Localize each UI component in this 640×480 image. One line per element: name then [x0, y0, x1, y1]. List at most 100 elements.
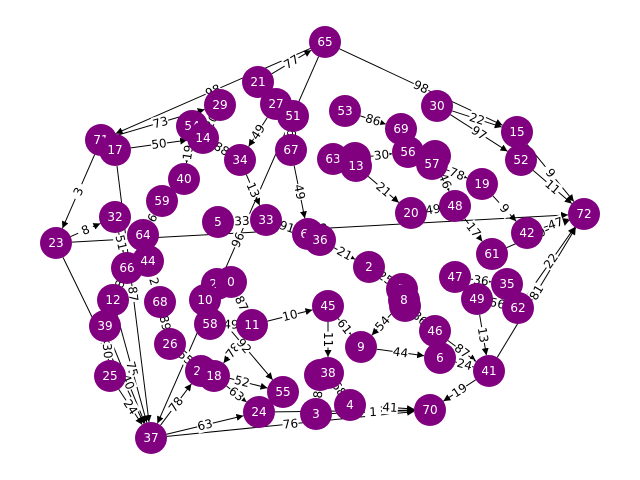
node-61: 61: [476, 238, 508, 270]
edge-weight-label: 87: [232, 294, 251, 314]
node-46: 46: [419, 315, 451, 347]
node-47: 47: [439, 261, 471, 293]
node-label: 56: [400, 145, 415, 159]
node-circle: [414, 394, 446, 426]
node-38: 38: [312, 357, 344, 389]
edge-weight-group: 13: [474, 325, 492, 345]
node-circle: [236, 309, 268, 341]
node-label: 72: [576, 207, 591, 221]
node-circle: [224, 144, 256, 176]
node-circle: [277, 100, 309, 132]
node-label: 48: [447, 199, 462, 213]
node-circle: [94, 360, 126, 392]
node-circle: [312, 290, 344, 322]
node-label: 33: [258, 213, 273, 227]
edge-weight-background: [222, 317, 240, 332]
edge-weight-background: [474, 325, 492, 345]
node-label: 6: [436, 351, 444, 365]
edge-weight-label: 96: [229, 230, 248, 250]
edge-weight-group: 86: [363, 110, 383, 130]
node-55: 55: [267, 376, 299, 408]
node-circle: [215, 266, 247, 298]
node-label: 69: [393, 122, 408, 136]
node-36: 36: [304, 224, 336, 256]
edge-weight-label: 50: [150, 136, 167, 152]
node-label: 58: [202, 317, 217, 331]
edge-weight-label: 49: [291, 183, 308, 201]
node-label: 14: [195, 131, 210, 145]
node-circle: [99, 134, 131, 166]
node-circle: [476, 238, 508, 270]
edge-weight-background: [277, 217, 297, 237]
edge-weight-group: 9: [540, 162, 561, 184]
node-circle: [439, 261, 471, 293]
edge-weight-label: 49: [223, 317, 239, 331]
edge-weight-group: 10: [280, 306, 300, 325]
node-49: 49: [461, 283, 493, 315]
edge-weight-background: [281, 51, 302, 73]
node-label: 40: [176, 172, 191, 186]
edge-weight-background: [423, 201, 443, 218]
edge-weight-background: [247, 121, 269, 143]
node-20: 20: [395, 197, 427, 229]
node-circle: [416, 148, 448, 180]
node-circle: [466, 168, 498, 200]
edge-weight-group: 17: [463, 219, 484, 241]
node-circle: [168, 163, 200, 195]
edge-weight-background: [372, 147, 391, 163]
edge-weight-group: 87: [231, 293, 252, 314]
edge-weight-group: 19: [448, 380, 471, 401]
edge-weight-label: 44: [392, 345, 409, 361]
node-circle: [334, 389, 366, 421]
node-72: 72: [568, 198, 600, 230]
edge-weight-label: 21: [334, 244, 354, 264]
node-circle: [89, 310, 121, 342]
edge-weight-background: [334, 315, 355, 338]
edge-weight-background: [68, 181, 89, 202]
edge-weight-background: [410, 77, 432, 97]
edge-weight-label: 11: [542, 177, 563, 198]
edge-weight-label: 52: [233, 373, 251, 390]
node-label: 63: [325, 152, 340, 166]
node-label: 61: [484, 247, 499, 261]
node-label: 10: [197, 293, 212, 307]
node-18: 18: [198, 360, 230, 392]
edge-weight-group: 51: [112, 233, 130, 252]
edge-weight-group: 76: [281, 416, 300, 432]
node-30: 30: [421, 90, 453, 122]
edge-weight-background: [120, 396, 141, 418]
edge-weight-group: 49: [423, 201, 443, 218]
node-23: 23: [40, 227, 72, 259]
edge-weight-group: 81: [526, 282, 547, 303]
node-59: 59: [146, 185, 178, 217]
edge-weight-group: 73: [150, 113, 171, 132]
node-17: 17: [99, 134, 131, 166]
node-0: 0: [215, 266, 247, 298]
node-label: 11: [244, 318, 259, 332]
edge-weight-group: 77: [281, 51, 302, 73]
edge-weight-background: [468, 122, 490, 144]
edge-weight-label: 24: [120, 397, 140, 417]
node-label: 2: [365, 260, 373, 274]
node-circle: [267, 376, 299, 408]
node-circle: [491, 268, 523, 300]
edge-weight-label: 9: [285, 129, 299, 137]
edge-weight-label: 98: [411, 77, 431, 96]
node-label: 5: [214, 215, 222, 229]
node-35: 35: [491, 268, 523, 300]
node-circle: [204, 89, 236, 121]
node-circle: [135, 422, 167, 454]
edge-weight-background: [99, 342, 116, 360]
edge-weight-background: [232, 372, 252, 391]
node-label: 39: [97, 319, 112, 333]
edge-weight-label: 41: [382, 400, 398, 415]
edge-weight-label: 56: [489, 295, 507, 312]
node-label: 20: [403, 206, 418, 220]
nodes-layer: 6521292751533015527271175414346763501369…: [40, 26, 600, 454]
edge-weight-label: 63: [196, 416, 214, 433]
node-label: 13: [348, 159, 363, 173]
node-label: 37: [143, 431, 158, 445]
node-3: 3: [300, 398, 332, 430]
edge-weight-label: 73: [151, 114, 170, 132]
edge-weight-group: 49: [247, 121, 269, 143]
